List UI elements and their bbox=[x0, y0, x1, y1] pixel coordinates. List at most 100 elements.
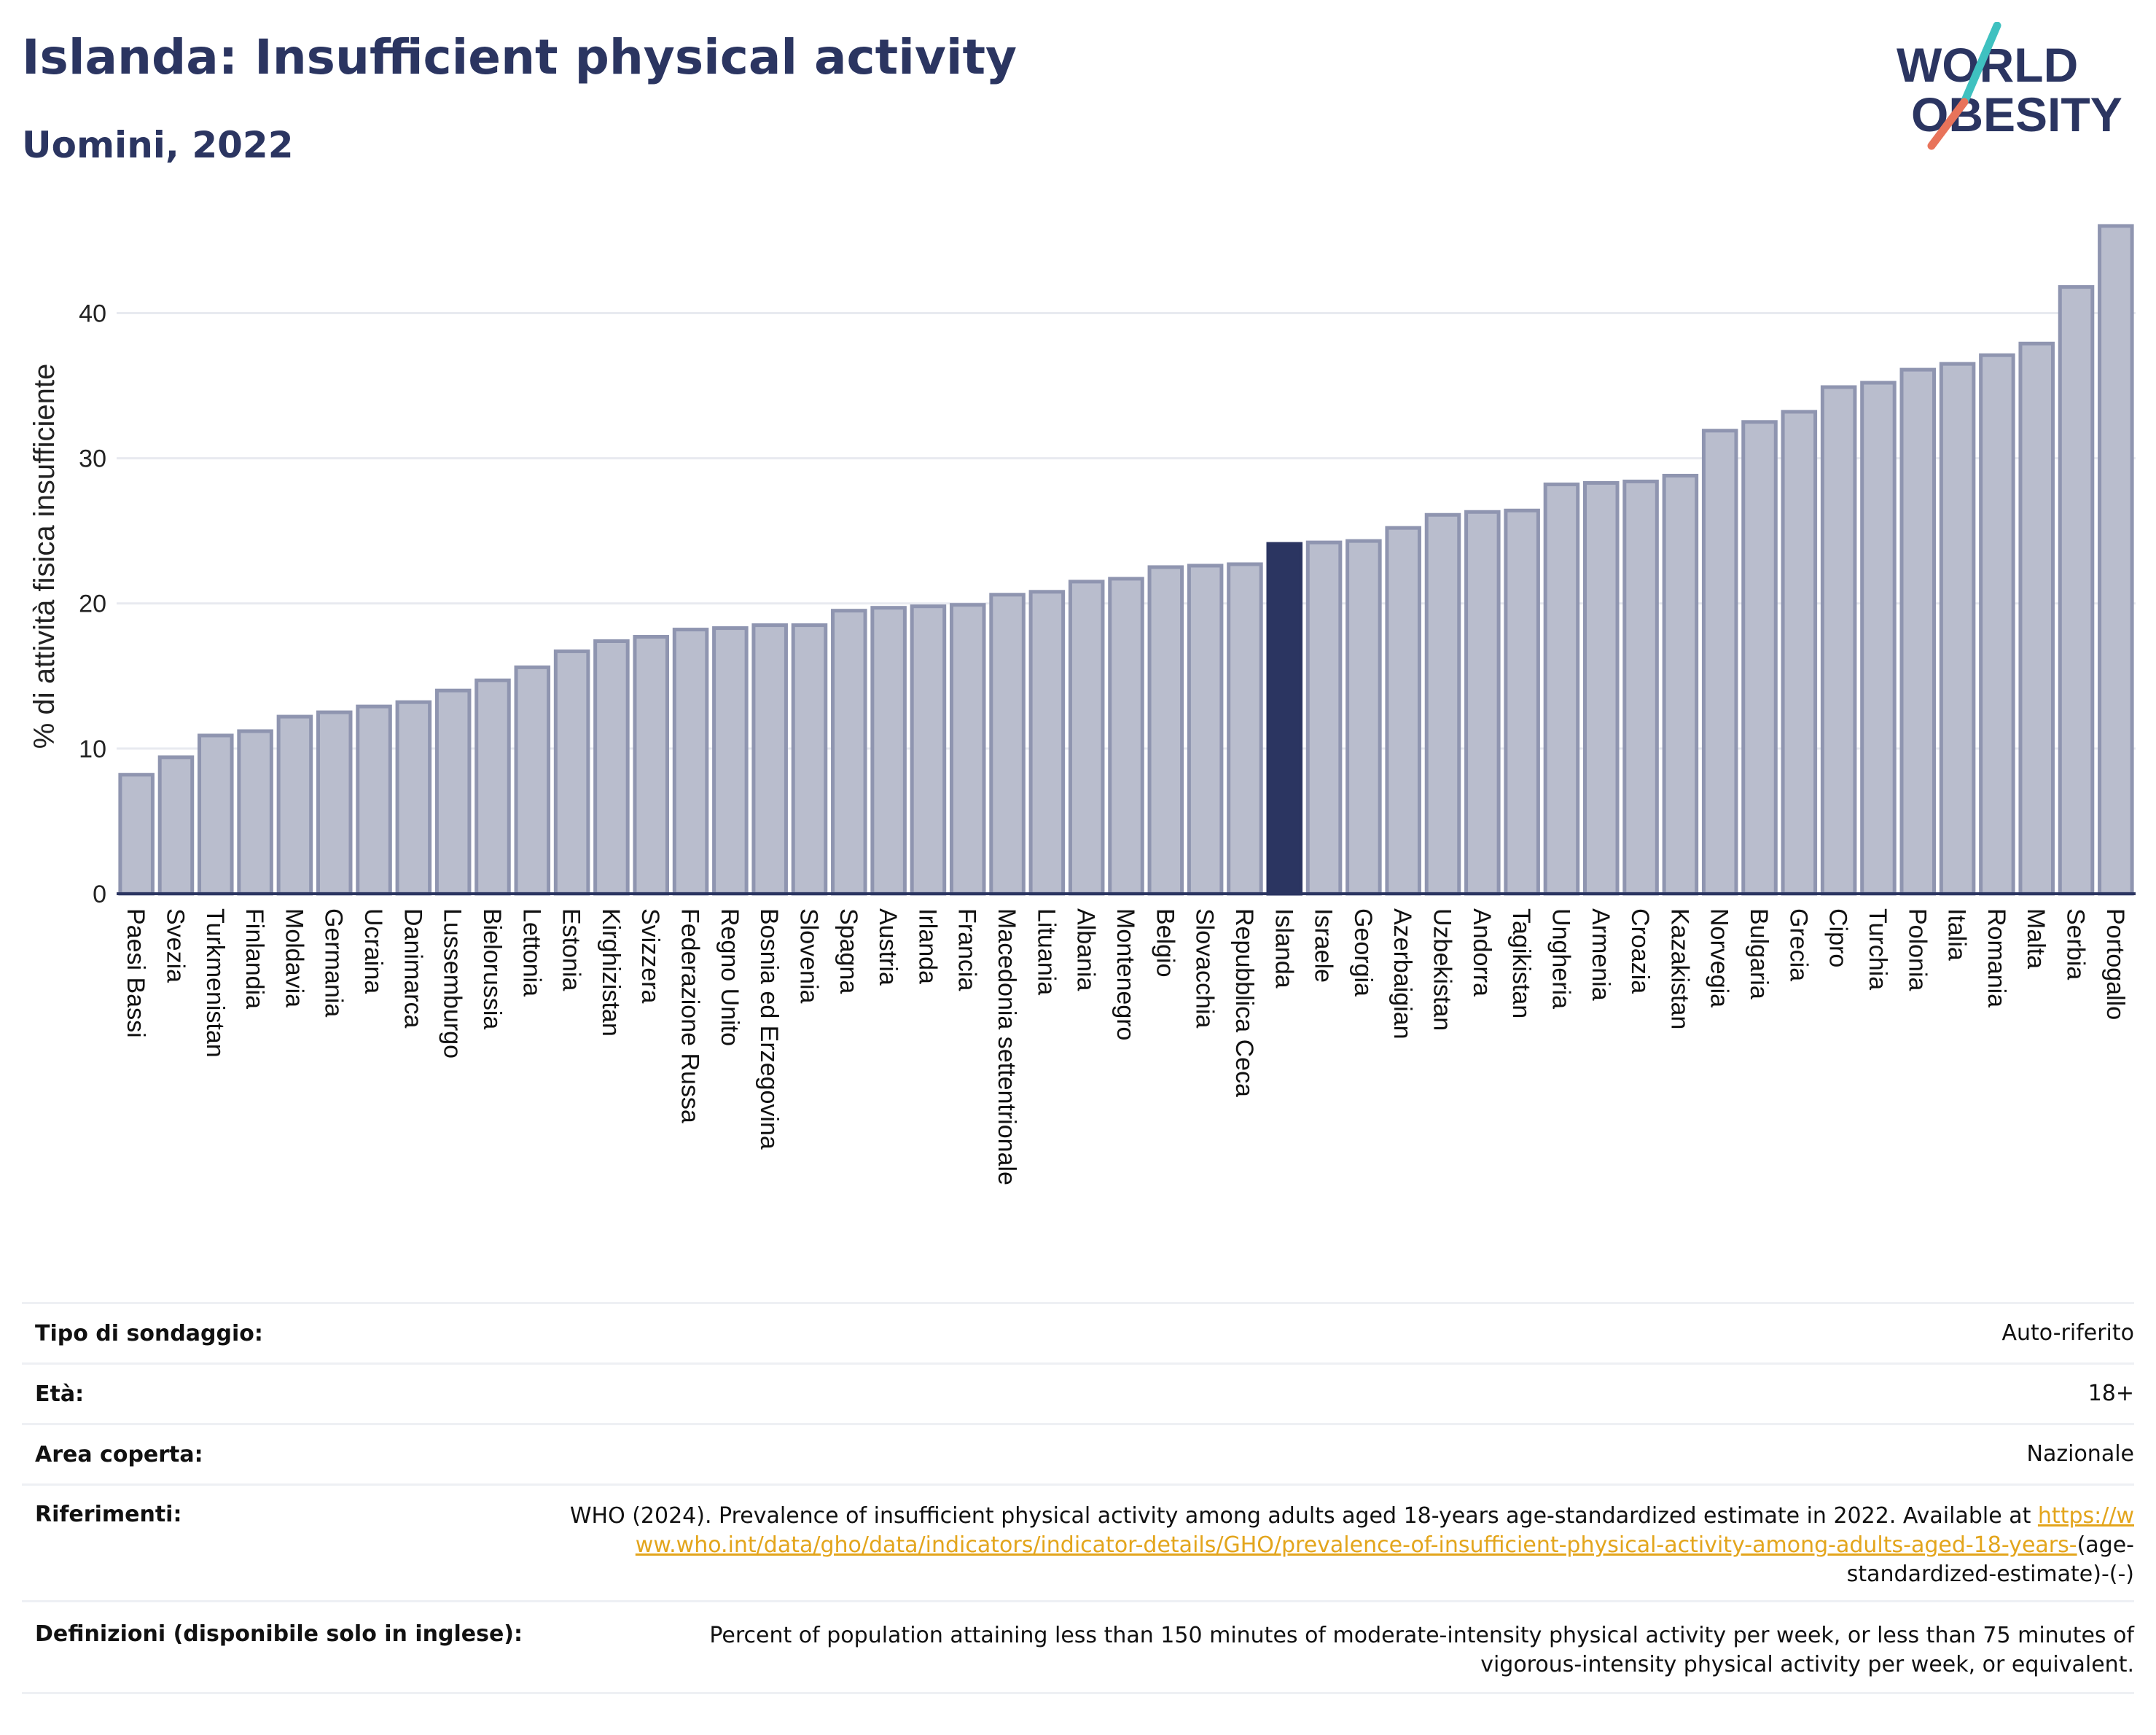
x-tick-label: Croazia bbox=[1626, 908, 1654, 994]
bar bbox=[1543, 482, 1580, 896]
meta-value: 18+ bbox=[2087, 1381, 2134, 1406]
x-tick-label: Kirghizistan bbox=[597, 908, 625, 1037]
reference-link[interactable]: https://www.who.int/data/gho/data/indica… bbox=[635, 1503, 2134, 1558]
bar bbox=[712, 626, 749, 896]
meta-value: Nazionale bbox=[2026, 1441, 2134, 1467]
meta-row-references: Riferimenti: WHO (2024). Prevalence of i… bbox=[22, 1486, 2134, 1602]
x-tick-label: Lettonia bbox=[517, 908, 545, 997]
bar bbox=[395, 700, 432, 896]
bar bbox=[1147, 565, 1184, 896]
x-tick-label: Ucraina bbox=[359, 908, 387, 994]
x-tick-label: Svezia bbox=[161, 908, 189, 983]
meta-label: Età: bbox=[35, 1381, 85, 1407]
bar bbox=[1464, 510, 1501, 896]
x-tick-label: Federazione Russa bbox=[676, 908, 704, 1123]
x-tick-label: Italia bbox=[1943, 908, 1971, 961]
bar bbox=[1741, 420, 1778, 896]
x-tick-label: Macedonia settentrionale bbox=[993, 908, 1020, 1185]
x-tick-label: Ungheria bbox=[1547, 908, 1574, 1009]
bar bbox=[434, 688, 472, 896]
bar bbox=[316, 710, 353, 896]
bar bbox=[1860, 381, 1897, 896]
bar-chart: 0 10 20 30 40 % di attività fisica insufficie… bbox=[28, 224, 2136, 1185]
y-tick-label: 20 bbox=[79, 590, 106, 618]
x-tick-label: Bielorussia bbox=[478, 908, 506, 1029]
bar bbox=[1504, 508, 1540, 896]
x-tick-label: Serbia bbox=[2062, 908, 2090, 980]
meta-value: Percent of population attaining less tha… bbox=[709, 1623, 2134, 1677]
x-tick-label: Israele bbox=[1310, 908, 1337, 983]
bar bbox=[989, 593, 1026, 896]
meta-value: Auto-riferito bbox=[2001, 1320, 2134, 1346]
bar bbox=[751, 623, 788, 896]
bar bbox=[633, 635, 670, 896]
x-tick-label: Polonia bbox=[1903, 908, 1931, 991]
y-tick-label: 40 bbox=[79, 300, 106, 327]
meta-row-age: Età: 18+ bbox=[22, 1365, 2134, 1425]
bar bbox=[1781, 410, 1818, 896]
meta-row-survey: Tipo di sondaggio: Auto-riferito bbox=[22, 1304, 2134, 1365]
x-tick-label: Portogallo bbox=[2101, 908, 2129, 1020]
meta-row-definitions: Definizioni (disponibile solo in inglese… bbox=[22, 1602, 2134, 1694]
bar bbox=[1424, 512, 1461, 896]
x-tick-label: Islanda bbox=[1270, 908, 1297, 989]
x-tick-label: Paesi Bassi bbox=[122, 908, 149, 1038]
y-tick-label: 10 bbox=[79, 736, 106, 763]
x-tick-label: Austria bbox=[874, 908, 902, 986]
bar bbox=[1345, 539, 1382, 896]
bar bbox=[1701, 429, 1738, 896]
bar bbox=[276, 714, 313, 896]
x-tick-label: Finlandia bbox=[241, 908, 268, 1009]
x-tick-label: Lituania bbox=[1032, 908, 1060, 995]
logo-slash-bottom bbox=[1927, 98, 1969, 150]
bar bbox=[1939, 362, 1976, 896]
x-tick-label: Norvegia bbox=[1706, 908, 1733, 1007]
x-tick-label: Georgia bbox=[1349, 908, 1377, 997]
x-tick-label: Romania bbox=[1983, 908, 2010, 1007]
bar bbox=[118, 773, 155, 896]
bar bbox=[2058, 285, 2095, 896]
reference-text: WHO (2024). Prevalence of insufficient p… bbox=[569, 1503, 2031, 1529]
meta-label: Tipo di sondaggio: bbox=[35, 1320, 263, 1346]
bar bbox=[474, 678, 511, 896]
bar bbox=[910, 604, 947, 896]
bar bbox=[198, 733, 234, 896]
bar bbox=[157, 755, 195, 896]
bar bbox=[237, 729, 273, 896]
x-tick-label: Moldavia bbox=[280, 908, 308, 1007]
bar bbox=[553, 649, 590, 896]
x-tick-label: Cipro bbox=[1824, 908, 1852, 967]
x-tick-label: Grecia bbox=[1784, 908, 1812, 981]
bar bbox=[1622, 479, 1659, 896]
x-tick-label: Belgio bbox=[1151, 908, 1179, 978]
x-tick-label: Tagikistan bbox=[1507, 908, 1535, 1018]
page-subtitle: Uomini, 2022 bbox=[22, 124, 294, 166]
x-tick-label: Repubblica Ceca bbox=[1230, 908, 1258, 1097]
page-title: Islanda: Insufficient physical activity bbox=[22, 29, 1018, 85]
bar bbox=[1582, 480, 1620, 896]
bar bbox=[514, 665, 551, 896]
bar bbox=[1028, 590, 1066, 896]
meta-value: WHO (2024). Prevalence of insufficient p… bbox=[567, 1502, 2134, 1589]
x-tick-label: Lussemburgo bbox=[439, 908, 466, 1058]
x-tick-label: Germania bbox=[320, 908, 348, 1017]
bar bbox=[791, 623, 828, 896]
x-tick-label: Irlanda bbox=[913, 908, 941, 984]
bar bbox=[2098, 224, 2134, 896]
x-tick-label: Malta bbox=[2022, 908, 2050, 969]
x-tick-label: Slovenia bbox=[794, 908, 822, 1004]
x-tick-label: Andorra bbox=[1468, 908, 1496, 997]
y-axis-label: % di attività fisica insufficiente bbox=[28, 364, 60, 749]
x-tick-label: Bosnia ed Erzegovina bbox=[755, 908, 783, 1150]
bar bbox=[1305, 540, 1343, 896]
x-tick-label: Svizzera bbox=[636, 908, 664, 1003]
meta-label: Area coperta: bbox=[35, 1441, 203, 1467]
bar bbox=[672, 628, 709, 896]
x-tick-label: Spagna bbox=[835, 908, 862, 994]
bar bbox=[1979, 353, 2015, 896]
meta-row-area: Area coperta: Nazionale bbox=[22, 1425, 2134, 1486]
x-tick-label: Estonia bbox=[558, 908, 585, 991]
reference-tail: (age-standardized-estimate)-(-) bbox=[1846, 1532, 2134, 1587]
x-tick-label: Azerbaigian bbox=[1388, 908, 1416, 1040]
y-tick-label: 30 bbox=[79, 445, 106, 473]
